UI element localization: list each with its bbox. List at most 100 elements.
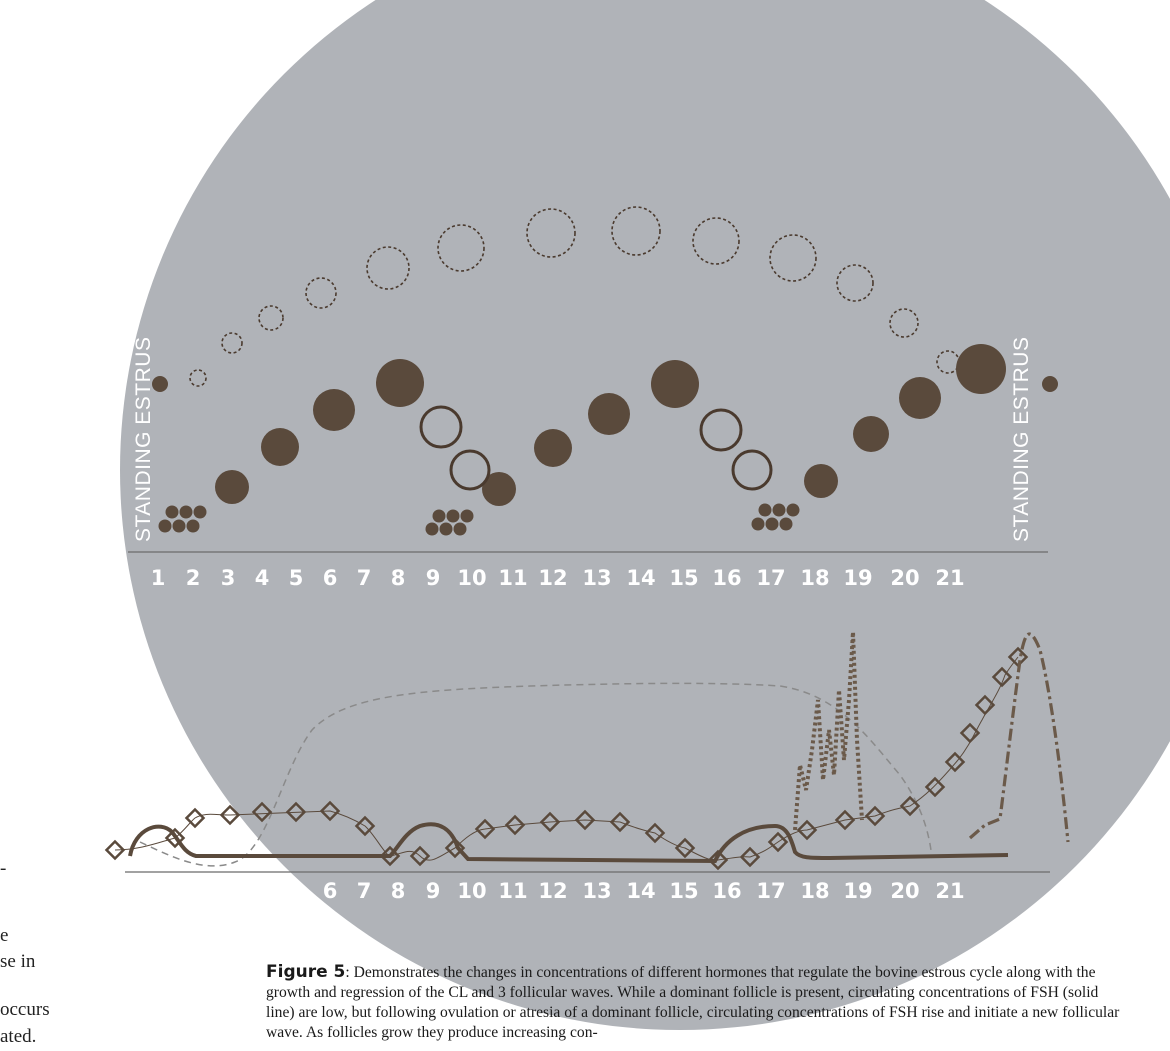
open-circle-icon <box>449 449 491 491</box>
diamond-marker <box>379 845 401 867</box>
diamond-marker <box>251 801 273 823</box>
bottom-day-label-2: 2 <box>186 879 201 903</box>
hormone-curves <box>104 631 1070 871</box>
diamond-marker <box>644 822 666 844</box>
diamond-marker <box>444 837 466 859</box>
diamond-marker <box>164 827 186 849</box>
filled-circle-icon <box>588 393 630 435</box>
top-day-label-11: 11 <box>498 566 527 590</box>
bottom-day-label-4: 4 <box>255 879 270 903</box>
filled-circle-icon <box>1042 376 1058 392</box>
filled-circle-icon <box>899 377 941 419</box>
top-day-label-5: 5 <box>289 566 304 590</box>
left-margin-fragment: e <box>0 925 9 946</box>
bottom-axis-day-labels: 1 2 3 4 5 6 7 8 9 10 11 12 13 14 15 16 17 18 19 20 21 <box>151 879 965 903</box>
top-day-label-4: 4 <box>255 566 270 590</box>
diamond-marker <box>474 818 496 840</box>
standing-estrus-left-label: STANDING ESTRUS <box>132 337 155 542</box>
top-day-label-8: 8 <box>391 566 406 590</box>
filled-circle-icon <box>261 428 299 466</box>
diamond-marker <box>834 809 856 831</box>
diamond-marker <box>959 722 981 744</box>
standing-estrus-right-label: STANDING ESTRUS <box>1010 337 1033 542</box>
figure-title: Figure 5 <box>266 962 346 982</box>
filled-circle-icon <box>376 359 424 407</box>
bottom-day-label-17: 17 <box>756 879 785 903</box>
follicle-series <box>152 344 1058 506</box>
top-day-label-15: 15 <box>669 566 698 590</box>
top-day-label-2: 2 <box>186 566 201 590</box>
bottom-day-label-20: 20 <box>890 879 919 903</box>
bottom-day-label-8: 8 <box>391 879 406 903</box>
figure-caption-text: : Demonstrates the changes in concentrat… <box>266 964 1120 1041</box>
diamond-marker <box>924 776 946 798</box>
filled-circle-icon <box>482 472 516 506</box>
bottom-day-label-15: 15 <box>669 879 698 903</box>
left-margin-fragment: - <box>0 858 7 879</box>
figure-caption: Figure 5: Demonstrates the changes in co… <box>266 962 1126 1043</box>
bottom-day-label-9: 9 <box>426 879 441 903</box>
top-day-label-21: 21 <box>935 566 964 590</box>
diamond-marker <box>796 819 818 841</box>
corpus-luteum-series <box>189 206 960 387</box>
top-day-label-7: 7 <box>357 566 372 590</box>
top-day-label-18: 18 <box>800 566 829 590</box>
filled-circle-icon <box>313 389 355 431</box>
diamond-marker <box>674 837 696 859</box>
top-day-label-19: 19 <box>843 566 872 590</box>
left-margin-fragment: ated. <box>0 1026 37 1047</box>
left-margin-fragment: occurs <box>0 999 50 1020</box>
background-disc <box>120 0 1170 1030</box>
filled-circle-icon <box>651 360 699 408</box>
diamond-marker <box>944 751 966 773</box>
diamond-marker <box>219 804 241 826</box>
top-day-label-16: 16 <box>712 566 741 590</box>
diamond-marker <box>991 666 1013 688</box>
bottom-day-label-3: 3 <box>221 879 236 903</box>
filled-circle-icon <box>853 416 889 452</box>
diamond-marker <box>504 814 526 836</box>
diamond-marker <box>864 805 886 827</box>
bottom-day-label-18: 18 <box>800 879 829 903</box>
diamond-marker <box>974 694 996 716</box>
left-margin-fragment: se in <box>0 951 36 972</box>
filled-circle-icon <box>215 470 249 504</box>
dashed-circle-icon <box>889 308 919 338</box>
bottom-day-label-5: 5 <box>289 879 304 903</box>
bottom-day-label-6: 6 <box>323 879 338 903</box>
follicle-cluster-icon <box>425 509 474 536</box>
follicle-cluster-icon <box>751 503 800 531</box>
top-axis-day-labels: 1 2 3 4 5 6 7 8 9 10 11 12 13 14 15 16 17 18 19 20 21 <box>151 566 965 590</box>
top-day-label-6: 6 <box>323 566 338 590</box>
bottom-day-label-14: 14 <box>626 879 655 903</box>
top-day-label-20: 20 <box>890 566 919 590</box>
dashed-circle-icon <box>437 224 485 272</box>
lh-curve <box>793 631 864 831</box>
diamond-marker <box>739 846 761 868</box>
dashed-circle-icon <box>258 305 284 331</box>
dashed-circle-icon <box>692 217 740 265</box>
diamond-marker <box>285 801 307 823</box>
diamond-marker <box>409 845 431 867</box>
open-circle-icon <box>731 449 773 491</box>
diamond-marker <box>319 800 341 822</box>
diamond-marker <box>707 849 729 871</box>
top-day-label-3: 3 <box>221 566 236 590</box>
filled-circle-icon <box>534 429 572 467</box>
dashed-circle-icon <box>769 234 817 282</box>
top-day-label-9: 9 <box>426 566 441 590</box>
open-circle-icon <box>699 408 743 452</box>
diamond-marker <box>354 815 376 837</box>
filled-circle-icon <box>804 464 838 498</box>
fsh-curve <box>128 822 1009 864</box>
bottom-day-label-10: 10 <box>457 879 486 903</box>
filled-circle-icon <box>956 344 1006 394</box>
filled-circle-icon <box>152 376 168 392</box>
bottom-day-label-19: 19 <box>843 879 872 903</box>
estradiol-marker-series <box>104 646 1029 871</box>
dashed-circle-icon <box>611 206 661 256</box>
bottom-day-label-16: 16 <box>712 879 741 903</box>
dashed-circle-icon <box>221 332 243 354</box>
bottom-day-label-1: 1 <box>151 879 166 903</box>
